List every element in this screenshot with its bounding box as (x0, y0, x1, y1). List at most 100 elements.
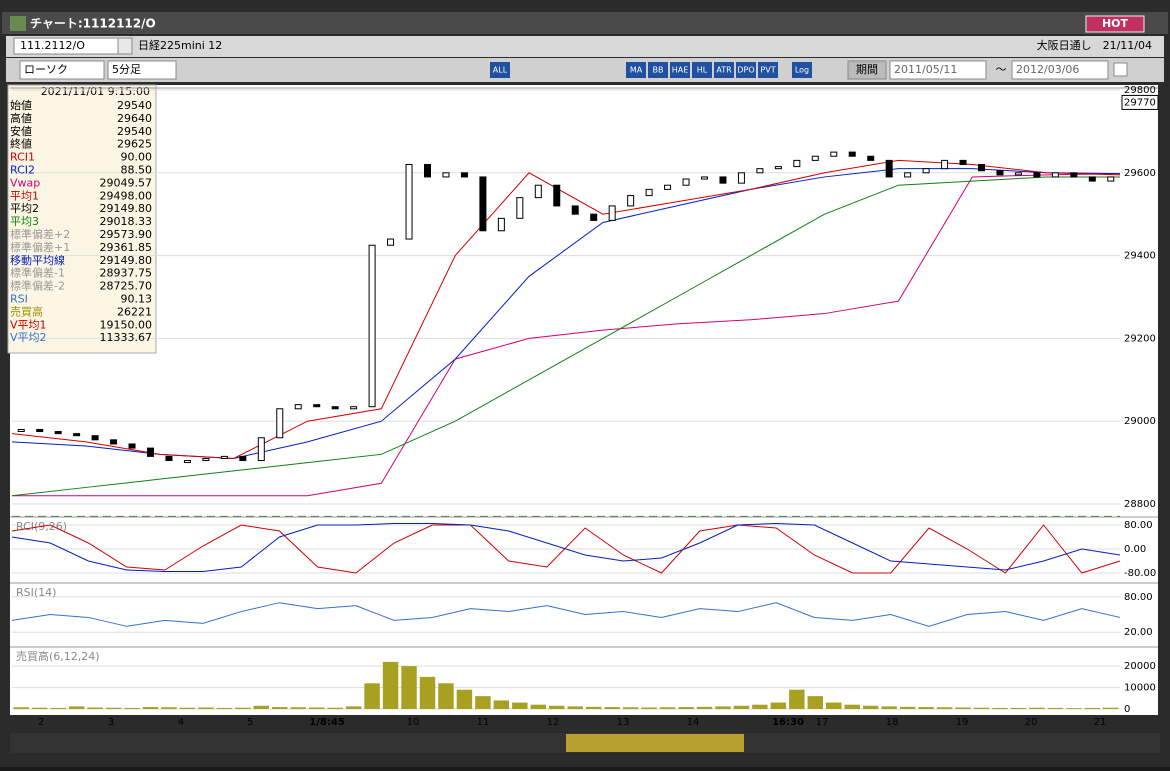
info-label: V平均1 (10, 318, 47, 331)
info-value: 29640 (117, 112, 152, 125)
tool-icon-label[interactable]: Log (795, 66, 809, 75)
volume-bar (105, 707, 122, 709)
tool-icon[interactable] (626, 62, 646, 78)
info-value: 29498.00 (100, 189, 153, 202)
info-label: 平均3 (10, 215, 39, 228)
candle (147, 447, 154, 457)
tool-icon-label[interactable]: ATR (716, 66, 732, 75)
tool-icon[interactable] (736, 62, 756, 78)
tool-icon-label[interactable]: HL (697, 66, 708, 75)
candle (36, 428, 44, 433)
info-label: 終値 (10, 137, 32, 151)
hot-button[interactable] (1085, 15, 1145, 33)
y-tick-label: 29800 (1124, 85, 1156, 96)
tool-icon-label[interactable]: DPO (737, 66, 754, 75)
candle (350, 406, 358, 410)
y-tick-label: 0.00 (1124, 544, 1146, 555)
candle (220, 455, 228, 459)
price-line (12, 173, 1121, 497)
toolbar (6, 58, 1164, 82)
panel-label: RSI(14) (16, 586, 56, 599)
info-label: 標準偏差+2 (10, 227, 70, 241)
date-to-input[interactable] (1011, 60, 1109, 80)
info-label: 標準偏差+1 (10, 240, 70, 254)
candle (110, 439, 118, 445)
volume-bar (659, 707, 676, 709)
candle (368, 244, 376, 408)
candle (756, 168, 764, 174)
candle (996, 170, 1004, 176)
chart-type-select[interactable] (19, 60, 105, 80)
period-label[interactable]: 期間 (856, 63, 878, 76)
volume-bar (622, 707, 639, 709)
info-label: 標準偏差-2 (10, 279, 65, 293)
info-value: 29625 (117, 138, 152, 151)
volume-bar (142, 707, 159, 709)
tool-icon-label[interactable]: MA (630, 66, 643, 75)
symbol[interactable]: 111.2112/O (20, 39, 85, 52)
candle (1033, 172, 1041, 178)
info-value: 19150.00 (100, 318, 153, 331)
candle (91, 435, 99, 441)
tool-icon-label[interactable]: ALL (493, 66, 508, 75)
candle (941, 159, 949, 170)
volume-bar (382, 661, 399, 709)
tool-icon[interactable] (758, 62, 778, 78)
tool-icon-label[interactable]: PVT (760, 66, 775, 75)
interval[interactable]: 5分足 (112, 63, 141, 76)
candle (830, 151, 838, 157)
tool-icon[interactable] (670, 62, 690, 78)
volume-bar (826, 702, 842, 709)
scroll-thumb[interactable] (566, 734, 744, 752)
tool-icon[interactable] (490, 62, 510, 78)
info-value: 26221 (117, 305, 152, 318)
candle (571, 205, 579, 215)
volume-bar (50, 707, 66, 709)
chart-type[interactable]: ローソク (24, 63, 68, 76)
checkbox[interactable] (1113, 62, 1128, 77)
volume-bar (641, 707, 657, 709)
candle (442, 172, 450, 178)
market-date: 大阪日通し 21/11/04 (1037, 38, 1152, 52)
candle (424, 164, 431, 178)
volume-bar (696, 706, 713, 709)
tool-icon[interactable] (714, 62, 734, 78)
volume-bar (862, 705, 879, 709)
symbol-dropdown[interactable] (117, 37, 133, 55)
volume-bar (1066, 708, 1082, 709)
interval-select[interactable] (107, 60, 177, 80)
info-label: 高値 (10, 111, 32, 125)
info-label: 平均1 (10, 189, 39, 202)
candle (313, 404, 321, 408)
candle (1088, 176, 1096, 182)
hot-label[interactable]: HOT (1102, 17, 1129, 30)
y-tick-label: 0 (1124, 704, 1130, 715)
info-value: 29361.85 (100, 241, 153, 254)
y-tick-label: 29400 (1124, 251, 1156, 262)
tool-icon-label[interactable]: BB (653, 66, 664, 75)
candle (54, 431, 62, 435)
tool-icon[interactable] (648, 62, 668, 78)
candle (276, 408, 284, 439)
candle (608, 205, 616, 221)
date-from-input[interactable] (889, 60, 987, 80)
candle (848, 151, 856, 157)
candle (405, 164, 413, 240)
period-button[interactable] (847, 60, 887, 80)
volume-bar (216, 707, 233, 709)
x-tick-label: 2 (38, 717, 44, 728)
volume-bar (585, 706, 602, 709)
rsi-line (11, 602, 1121, 627)
tool-icon-label[interactable]: HAE (672, 66, 689, 75)
date-to[interactable]: 2012/03/06 (1016, 63, 1079, 76)
candle (1070, 172, 1078, 178)
volume-bar (235, 707, 251, 709)
info-value: 29018.33 (100, 215, 153, 228)
tool-icon[interactable] (792, 62, 812, 78)
tool-icon[interactable] (692, 62, 712, 78)
info-value: 29573.90 (100, 228, 153, 241)
panel-label: 売買高(6,12,24) (16, 649, 100, 663)
candle (294, 404, 302, 410)
date-from[interactable]: 2011/05/11 (894, 63, 957, 76)
